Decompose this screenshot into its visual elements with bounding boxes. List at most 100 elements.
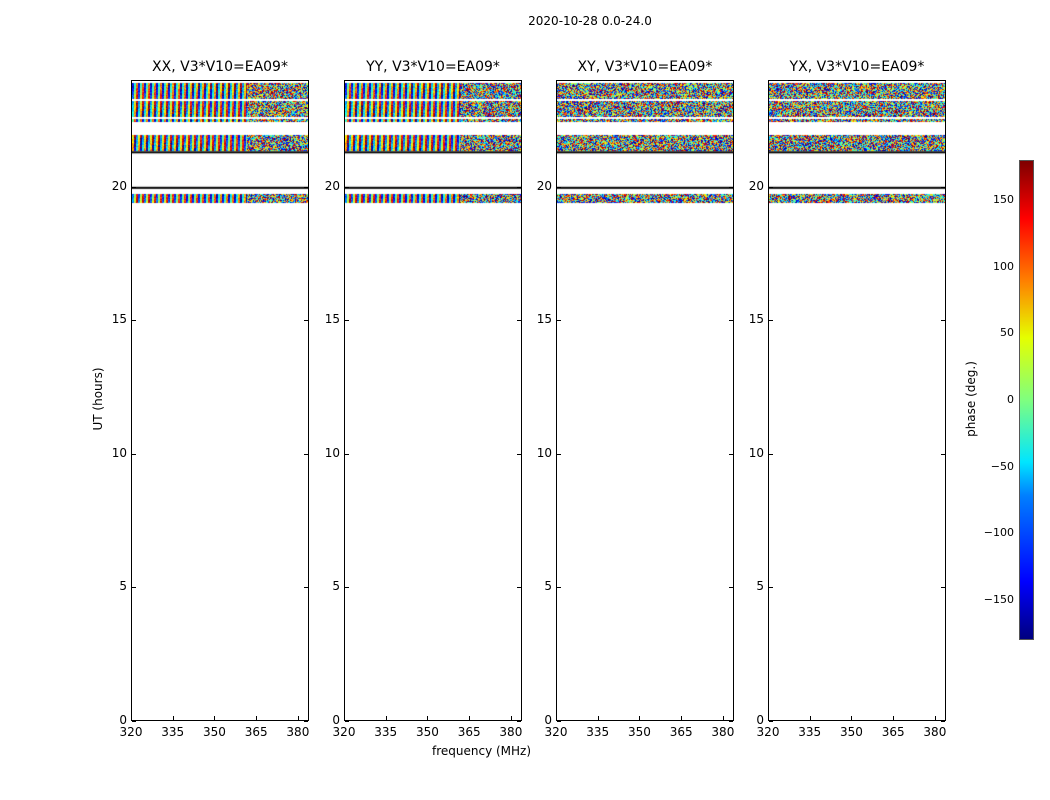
x-tick-mark [639, 716, 641, 720]
y-tick-mark [132, 186, 136, 188]
x-tick-mark [934, 716, 936, 720]
colorbar-tick-label: 0 [1007, 393, 1014, 406]
y-tick-mark [729, 587, 733, 589]
colorbar-label: phase (deg.) [964, 361, 978, 437]
panel-title: YX, V3*V10=EA09* [789, 59, 925, 75]
x-tick-mark [556, 716, 557, 720]
y-tick-mark [304, 320, 308, 322]
x-tick-mark [469, 716, 471, 720]
x-tick-label: 350 [627, 725, 651, 739]
x-tick-label: 380 [499, 725, 523, 739]
colorbar-tick-label: −50 [990, 459, 1014, 473]
x-tick-mark [256, 716, 258, 720]
y-tick-mark [345, 587, 349, 589]
x-tick-label: 350 [415, 725, 439, 739]
x-axis-label: frequency (MHz) [432, 744, 532, 758]
x-tick-mark [893, 716, 895, 720]
x-tick-mark [681, 716, 683, 720]
y-tick-label: 5 [332, 579, 340, 594]
y-axis-label: UT (hours) [91, 367, 105, 431]
y-tick-label: 5 [119, 579, 127, 594]
y-tick-mark [769, 186, 773, 188]
x-tick-label: 320 [332, 725, 356, 739]
y-tick-label: 10 [111, 445, 127, 460]
heatmap-cells [557, 81, 733, 720]
y-tick-label: 20 [111, 178, 127, 193]
colorbar [1019, 160, 1034, 640]
y-tick-mark [729, 320, 733, 322]
heatmap-cells [345, 81, 521, 720]
colorbar-tick-label: 100 [993, 259, 1014, 273]
x-tick-label: 320 [119, 725, 143, 739]
x-tick-mark [427, 716, 429, 720]
y-tick-mark [304, 186, 308, 188]
y-tick-label: 5 [544, 579, 552, 594]
y-tick-mark [345, 453, 349, 455]
x-tick-label: 335 [161, 725, 185, 739]
y-tick-label: 0 [119, 713, 127, 727]
x-tick-label: 380 [711, 725, 735, 739]
y-tick-mark [557, 587, 561, 589]
y-tick-label: 20 [324, 178, 340, 193]
y-tick-label: 15 [748, 312, 764, 327]
y-tick-mark [769, 320, 773, 322]
x-tick-label: 335 [374, 725, 398, 739]
y-tick-mark [304, 587, 308, 589]
y-tick-mark [729, 721, 733, 722]
y-tick-mark [304, 453, 308, 455]
y-tick-mark [729, 186, 733, 188]
y-tick-label: 15 [324, 312, 340, 327]
x-tick-label: 335 [586, 725, 610, 739]
x-tick-mark [172, 716, 174, 720]
x-tick-label: 350 [202, 725, 226, 739]
x-tick-mark [768, 716, 769, 720]
y-tick-label: 10 [748, 445, 764, 460]
x-tick-mark [344, 716, 345, 720]
y-tick-mark [557, 186, 561, 188]
x-tick-mark [851, 716, 853, 720]
x-tick-label: 365 [669, 725, 693, 739]
y-tick-mark [941, 587, 945, 589]
y-tick-mark [769, 721, 773, 722]
heatmap-cells [769, 81, 945, 720]
y-tick-label: 15 [536, 312, 552, 327]
heatmap-panel [768, 80, 946, 721]
y-tick-label: 0 [756, 713, 764, 727]
y-tick-mark [941, 320, 945, 322]
y-tick-mark [769, 453, 773, 455]
y-tick-mark [345, 320, 349, 322]
y-tick-label: 20 [748, 178, 764, 193]
y-tick-mark [345, 186, 349, 188]
panel-title: XX, V3*V10=EA09* [152, 59, 288, 75]
x-tick-label: 335 [798, 725, 822, 739]
y-tick-mark [132, 587, 136, 589]
panel-title: XY, V3*V10=EA09* [577, 59, 713, 75]
x-tick-label: 365 [457, 725, 481, 739]
colorbar-tick-label: 50 [1000, 326, 1014, 340]
figure-title: 2020-10-28 0.0-24.0 [528, 14, 652, 28]
y-tick-mark [517, 587, 521, 589]
y-tick-mark [132, 721, 136, 722]
x-tick-label: 365 [881, 725, 905, 739]
x-tick-label: 320 [544, 725, 568, 739]
y-tick-mark [517, 721, 521, 722]
y-tick-mark [132, 453, 136, 455]
y-tick-mark [941, 186, 945, 188]
y-tick-label: 10 [324, 445, 340, 460]
y-tick-mark [345, 721, 349, 722]
y-tick-label: 0 [544, 713, 552, 727]
x-tick-mark [214, 716, 216, 720]
panel-title: YY, V3*V10=EA09* [366, 59, 500, 75]
x-tick-mark [385, 716, 387, 720]
x-tick-label: 380 [286, 725, 310, 739]
y-tick-mark [729, 453, 733, 455]
heatmap-panel [556, 80, 734, 721]
x-tick-mark [809, 716, 811, 720]
y-tick-label: 5 [756, 579, 764, 594]
x-tick-mark [297, 716, 299, 720]
y-tick-mark [304, 721, 308, 722]
y-tick-mark [557, 721, 561, 722]
y-tick-mark [557, 453, 561, 455]
y-tick-mark [132, 320, 136, 322]
heatmap-panel [344, 80, 522, 721]
